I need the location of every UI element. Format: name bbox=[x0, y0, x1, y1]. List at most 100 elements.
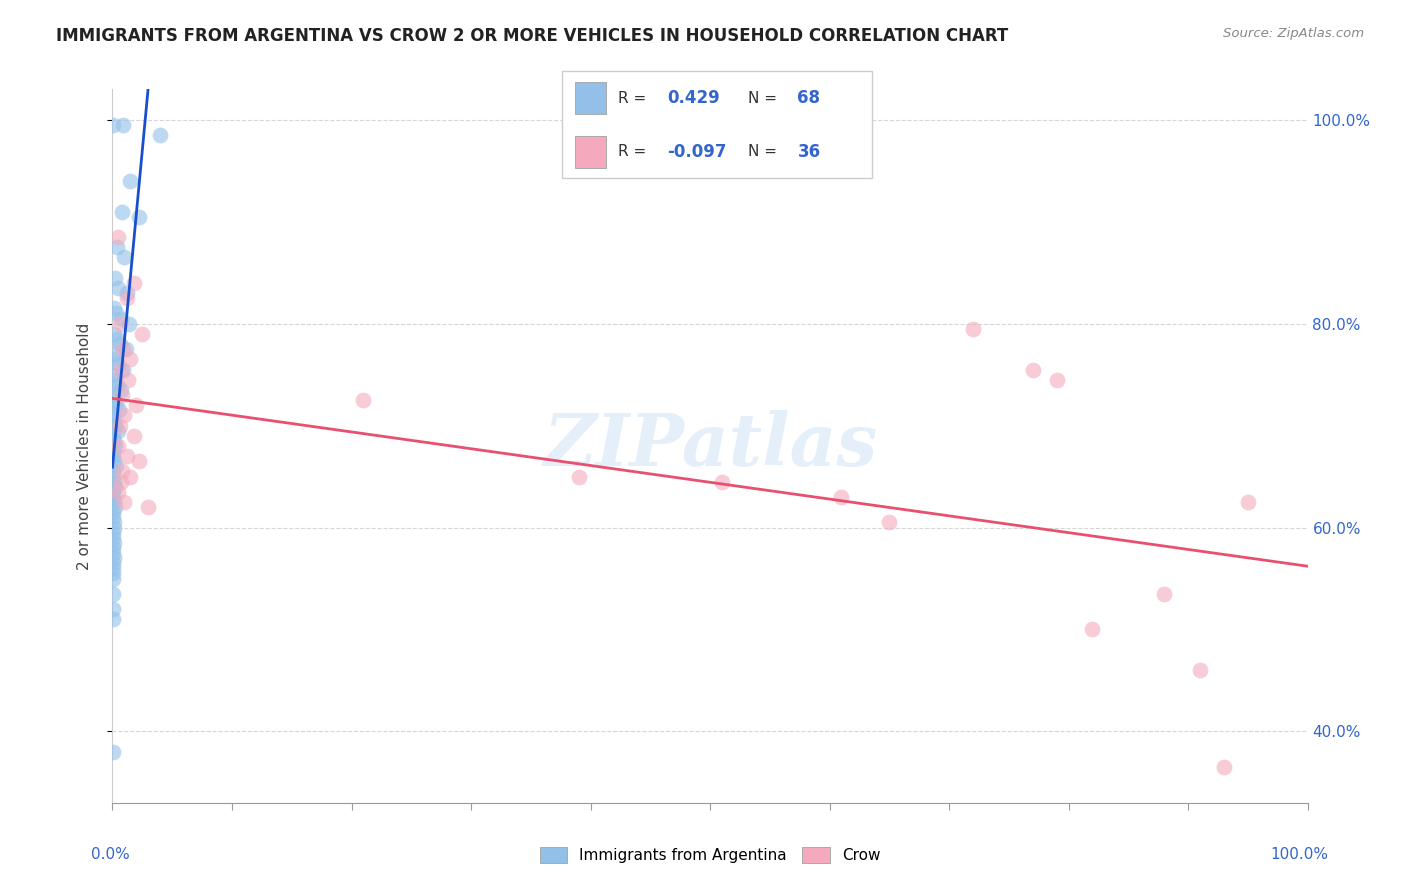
Point bbox=[1213, 760, 1236, 774]
Point bbox=[103, 469, 125, 483]
Point bbox=[108, 403, 131, 417]
Text: R =: R = bbox=[619, 91, 651, 105]
Legend: Immigrants from Argentina, Crow: Immigrants from Argentina, Crow bbox=[540, 847, 880, 863]
Point bbox=[104, 418, 127, 433]
Point bbox=[110, 362, 132, 376]
Point bbox=[122, 429, 145, 443]
Point bbox=[104, 352, 127, 367]
Point bbox=[711, 475, 734, 489]
Point bbox=[101, 465, 124, 479]
Point bbox=[1237, 495, 1260, 509]
Y-axis label: 2 or more Vehicles in Household: 2 or more Vehicles in Household bbox=[77, 322, 91, 570]
Bar bbox=[575, 82, 606, 114]
Point bbox=[103, 301, 125, 316]
Text: 68: 68 bbox=[797, 89, 821, 107]
Point bbox=[125, 398, 148, 412]
Bar bbox=[575, 136, 606, 168]
Point bbox=[103, 495, 125, 509]
Point bbox=[101, 429, 124, 443]
Point bbox=[103, 368, 125, 382]
Point bbox=[101, 118, 124, 132]
Point bbox=[108, 317, 131, 331]
Point bbox=[101, 541, 124, 555]
Point bbox=[128, 210, 150, 224]
Point bbox=[101, 444, 124, 458]
Point bbox=[105, 398, 128, 412]
Point bbox=[101, 525, 124, 540]
Point bbox=[110, 383, 132, 397]
Point bbox=[128, 454, 150, 468]
Point bbox=[101, 566, 124, 581]
Point bbox=[104, 373, 127, 387]
Point bbox=[115, 291, 138, 305]
Point bbox=[115, 286, 138, 301]
Point bbox=[101, 484, 124, 499]
Point bbox=[103, 413, 125, 427]
Point bbox=[149, 128, 172, 142]
Point bbox=[114, 495, 135, 509]
Point bbox=[110, 311, 132, 326]
Text: 0.0%: 0.0% bbox=[91, 847, 131, 862]
Point bbox=[353, 393, 375, 408]
Point bbox=[111, 465, 134, 479]
Text: IMMIGRANTS FROM ARGENTINA VS CROW 2 OR MORE VEHICLES IN HOUSEHOLD CORRELATION CH: IMMIGRANTS FROM ARGENTINA VS CROW 2 OR M… bbox=[56, 27, 1008, 45]
Point bbox=[103, 449, 125, 463]
Point bbox=[105, 306, 128, 320]
Point bbox=[120, 469, 142, 483]
Point bbox=[115, 449, 138, 463]
Point bbox=[122, 276, 145, 290]
Text: 100.0%: 100.0% bbox=[1271, 847, 1329, 862]
Text: -0.097: -0.097 bbox=[668, 143, 727, 161]
Point bbox=[103, 347, 125, 361]
Point bbox=[104, 500, 127, 515]
Point bbox=[101, 612, 124, 626]
Point bbox=[103, 454, 125, 468]
Point bbox=[103, 434, 125, 448]
Point bbox=[114, 409, 135, 423]
Point bbox=[103, 393, 125, 408]
Point bbox=[103, 516, 125, 530]
Text: Source: ZipAtlas.com: Source: ZipAtlas.com bbox=[1223, 27, 1364, 40]
Point bbox=[101, 745, 124, 759]
Point bbox=[105, 459, 128, 474]
Point bbox=[107, 281, 129, 295]
Point bbox=[101, 587, 124, 601]
Point bbox=[105, 377, 128, 392]
Point bbox=[103, 475, 125, 489]
Point bbox=[107, 358, 129, 372]
Point bbox=[103, 520, 125, 534]
Point bbox=[107, 230, 129, 244]
Point bbox=[831, 490, 853, 504]
Point bbox=[103, 531, 125, 545]
Point bbox=[101, 510, 124, 524]
Point bbox=[1081, 623, 1104, 637]
Point bbox=[105, 332, 128, 346]
Point bbox=[962, 322, 984, 336]
Point bbox=[120, 352, 142, 367]
Point bbox=[103, 409, 125, 423]
Point bbox=[1189, 663, 1212, 677]
Point bbox=[103, 326, 125, 341]
Point bbox=[103, 561, 125, 575]
Point bbox=[107, 439, 129, 453]
Point bbox=[105, 240, 128, 254]
Point bbox=[111, 204, 134, 219]
Point bbox=[104, 480, 127, 494]
Point bbox=[1153, 587, 1175, 601]
FancyBboxPatch shape bbox=[562, 71, 872, 178]
Point bbox=[131, 326, 153, 341]
Point bbox=[104, 439, 127, 453]
Point bbox=[104, 270, 127, 285]
Point bbox=[103, 490, 125, 504]
Point bbox=[879, 516, 901, 530]
Text: 0.429: 0.429 bbox=[668, 89, 720, 107]
Point bbox=[1022, 362, 1045, 376]
Point bbox=[120, 174, 142, 188]
Point bbox=[114, 251, 135, 265]
Point bbox=[111, 388, 134, 402]
Text: 36: 36 bbox=[797, 143, 821, 161]
Point bbox=[114, 342, 136, 356]
Point bbox=[568, 469, 591, 483]
Point bbox=[103, 388, 125, 402]
Point bbox=[107, 424, 129, 438]
